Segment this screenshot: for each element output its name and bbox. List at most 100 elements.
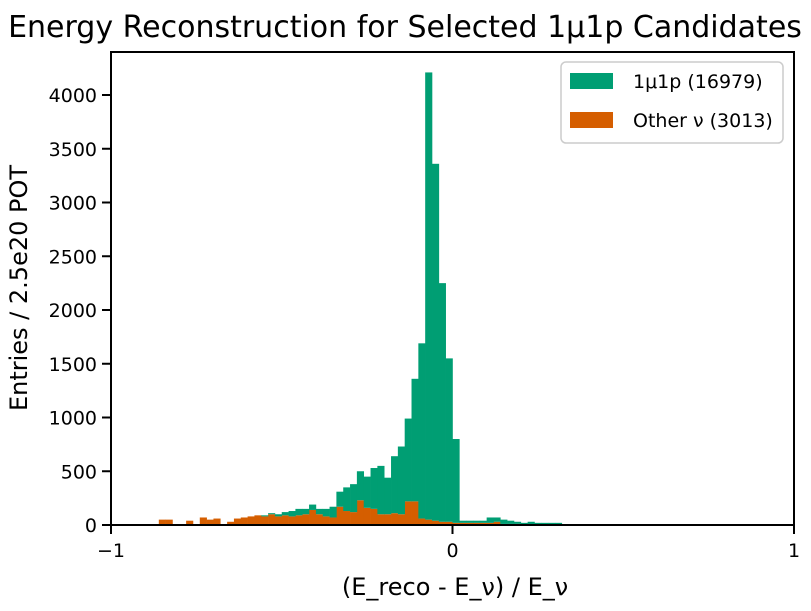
1mu1p-bar xyxy=(377,465,385,515)
1mu1p-bar xyxy=(363,476,371,508)
other-nu-bar xyxy=(315,514,324,525)
1mu1p-bar xyxy=(425,72,433,520)
other-nu-bar xyxy=(452,522,460,525)
chart-title: Energy Reconstruction for Selected 1μ1p … xyxy=(8,10,802,45)
1mu1p-bar xyxy=(404,418,412,502)
other-nu-bar xyxy=(391,513,399,525)
other-nu-bar xyxy=(329,517,337,525)
x-tick-label: 0 xyxy=(446,540,458,562)
other-nu-bar xyxy=(199,517,207,525)
1mu1p-bar xyxy=(548,522,556,525)
y-tick-label: 1500 xyxy=(49,354,97,376)
y-tick-label: 2000 xyxy=(49,300,97,322)
other-nu-bar xyxy=(206,519,214,526)
1mu1p-bar xyxy=(302,508,310,515)
legend-swatch-other-nu xyxy=(570,112,613,128)
1mu1p-bar xyxy=(452,439,460,523)
1mu1p-bar xyxy=(520,522,528,525)
legend-box xyxy=(560,61,784,144)
legend-label-other-nu: Other ν (3013) xyxy=(633,110,773,132)
other-nu-bar xyxy=(261,516,269,525)
1mu1p-bar xyxy=(309,504,317,510)
1mu1p-bar xyxy=(479,520,487,523)
1mu1p-bar xyxy=(466,520,474,523)
other-nu-bar xyxy=(377,514,385,525)
legend: 1μ1p (16979) Other ν (3013) xyxy=(560,61,784,144)
other-nu-bar xyxy=(158,519,166,526)
other-nu-bar xyxy=(274,516,283,525)
other-nu-bar xyxy=(213,518,221,525)
other-nu-bar xyxy=(493,521,501,525)
other-nu-bar xyxy=(281,515,289,525)
other-nu-bar xyxy=(288,516,296,525)
1mu1p-bar xyxy=(350,484,358,513)
other-nu-bar xyxy=(404,501,412,525)
1mu1p-bar xyxy=(486,517,494,523)
1mu1p-bar xyxy=(391,456,399,514)
legend-swatch-1mu1p xyxy=(570,73,613,89)
y-tick-label: 0 xyxy=(85,515,97,537)
1mu1p-bar xyxy=(507,520,515,524)
other-nu-bar xyxy=(363,507,371,525)
1mu1p-bar xyxy=(432,163,440,521)
1mu1p-bar xyxy=(445,358,453,522)
x-axis: −1 0 1 xyxy=(97,525,800,562)
y-tick-label: 3500 xyxy=(49,139,97,161)
y-tick-label: 1000 xyxy=(49,408,97,430)
1mu1p-bar xyxy=(343,487,351,512)
1mu1p-bar xyxy=(472,520,481,523)
other-nu-bar xyxy=(356,500,365,525)
1mu1p-bar xyxy=(438,283,446,522)
y-tick-label: 3000 xyxy=(49,193,97,215)
other-nu-bar xyxy=(384,514,392,525)
x-axis-label: (E_reco - E_ν) / E_ν xyxy=(342,573,568,601)
1mu1p-bar xyxy=(397,446,405,515)
1mu1p-bar xyxy=(370,468,378,509)
1mu1p-bar xyxy=(288,511,296,517)
other-nu-bar xyxy=(186,520,194,525)
other-nu-bar xyxy=(227,521,235,525)
other-nu-bar xyxy=(268,514,276,525)
legend-label-1mu1p: 1μ1p (16979) xyxy=(633,71,763,93)
1mu1p-bar xyxy=(534,522,542,525)
1mu1p-bar xyxy=(329,506,337,518)
other-nu-bar xyxy=(445,521,453,525)
other-nu-bar xyxy=(432,520,440,525)
other-nu-bar xyxy=(459,522,467,525)
y-axis-label: Entries / 2.5e20 POT xyxy=(5,165,33,411)
1mu1p-bar xyxy=(274,514,283,517)
y-axis: 0 500 1000 1500 2000 2500 3000 3500 4000 xyxy=(49,85,111,537)
other-nu-bar xyxy=(165,519,173,526)
other-nu-bar xyxy=(438,521,446,525)
other-nu-bar xyxy=(370,508,378,526)
y-tick-label: 500 xyxy=(61,461,97,483)
other-nu-bar xyxy=(479,522,487,525)
1mu1p-bar xyxy=(261,515,269,517)
1mu1p-bar xyxy=(295,508,303,516)
y-tick-label: 2500 xyxy=(49,246,97,268)
other-nu-bar xyxy=(254,515,262,525)
1mu1p-bar xyxy=(493,517,501,522)
y-tick-label: 4000 xyxy=(49,85,97,107)
1mu1p-bar xyxy=(336,491,344,507)
other-nu-bar xyxy=(336,506,344,525)
other-nu-bar xyxy=(322,516,330,525)
other-nu-bar xyxy=(350,512,358,525)
1mu1p-bar xyxy=(384,477,392,515)
other-nu-bar xyxy=(295,515,303,525)
other-nu-bar xyxy=(472,522,481,525)
1mu1p-bar xyxy=(315,508,324,515)
other-nu-bar xyxy=(233,518,242,525)
other-nu-bar xyxy=(397,514,405,525)
1mu1p-bar xyxy=(554,522,563,525)
1mu1p-bar xyxy=(268,513,276,515)
other-nu-bar xyxy=(309,509,317,525)
other-nu-bar xyxy=(466,522,474,525)
other-nu-bar xyxy=(343,511,351,525)
1mu1p-bar xyxy=(418,343,426,519)
other-nu-bar xyxy=(486,522,494,525)
1mu1p-bar xyxy=(281,512,289,516)
other-nu-bar xyxy=(418,518,426,525)
plot-bars xyxy=(158,72,563,526)
